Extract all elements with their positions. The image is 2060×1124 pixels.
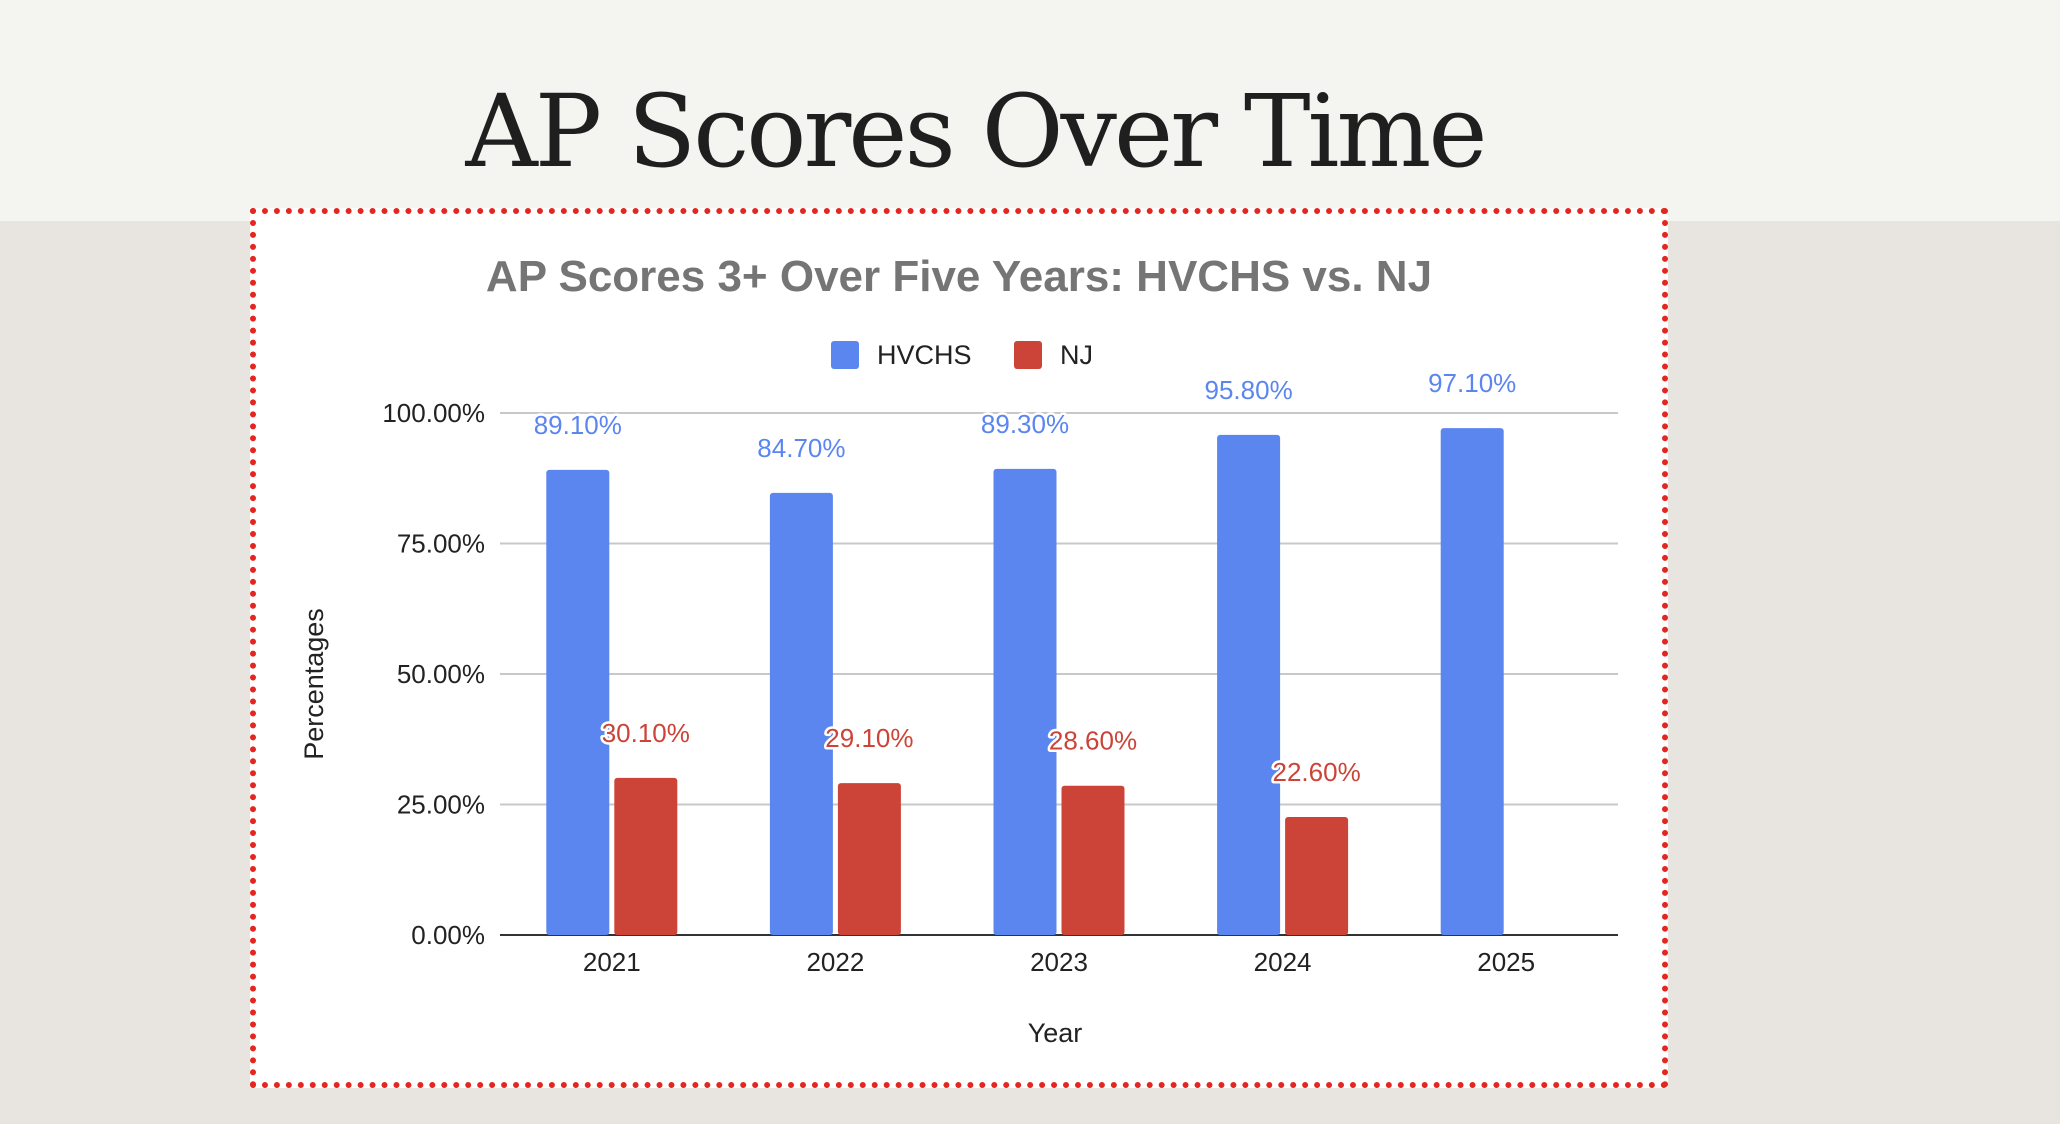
legend-label-hvchs: HVCHS xyxy=(877,340,972,370)
x-tick-label: 2023 xyxy=(1030,947,1088,977)
data-label-nj-2021: 30.10% xyxy=(602,718,690,748)
data-label-hvchs-2025: 97.10% xyxy=(1428,368,1516,398)
page-title: AP Scores Over Time xyxy=(465,73,1487,190)
bar-nj-2023 xyxy=(1061,785,1125,935)
bar-nj-2022 xyxy=(837,783,901,935)
data-label-nj-2022: 29.10% xyxy=(825,723,913,753)
y-tick-label: 50.00% xyxy=(397,659,485,689)
x-tick-label: 2024 xyxy=(1254,947,1312,977)
data-label-hvchs-2024: 95.80% xyxy=(1205,375,1293,405)
chart-frame: AP Scores 3+ Over Five Years: HVCHS vs. … xyxy=(250,208,1668,1088)
data-label-hvchs-2021: 89.10% xyxy=(534,410,622,440)
y-axis-title: Percentages xyxy=(299,608,329,760)
legend-swatch-hvchs xyxy=(831,341,859,369)
chart-title: AP Scores 3+ Over Five Years: HVCHS vs. … xyxy=(486,252,1432,301)
legend-label-nj: NJ xyxy=(1060,340,1093,370)
data-label-hvchs-2022: 84.70% xyxy=(757,433,845,463)
bar-chart: AP Scores 3+ Over Five Years: HVCHS vs. … xyxy=(299,252,1618,1048)
x-axis-title: Year xyxy=(1028,1018,1083,1048)
y-tick-label: 75.00% xyxy=(397,529,485,559)
bar-nj-2021 xyxy=(614,777,678,935)
data-label-nj-2023: 28.60% xyxy=(1049,726,1137,756)
y-tick-label: 0.00% xyxy=(411,920,485,950)
legend-swatch-nj xyxy=(1014,341,1042,369)
x-tick-label: 2021 xyxy=(583,947,641,977)
bar-hvchs-2022 xyxy=(769,492,833,935)
x-tick-label: 2022 xyxy=(806,947,864,977)
bar-hvchs-2023 xyxy=(993,468,1057,935)
x-tick-label: 2025 xyxy=(1477,947,1535,977)
bar-hvchs-2024 xyxy=(1217,434,1281,935)
bar-hvchs-2025 xyxy=(1440,428,1504,935)
data-label-nj-2024: 22.60% xyxy=(1273,757,1361,787)
bar-nj-2024 xyxy=(1285,817,1349,935)
y-tick-label: 100.00% xyxy=(382,398,485,428)
bar-hvchs-2021 xyxy=(546,469,610,935)
header-band xyxy=(0,0,2060,221)
y-tick-label: 25.00% xyxy=(397,790,485,820)
data-label-hvchs-2023: 89.30% xyxy=(981,409,1069,439)
